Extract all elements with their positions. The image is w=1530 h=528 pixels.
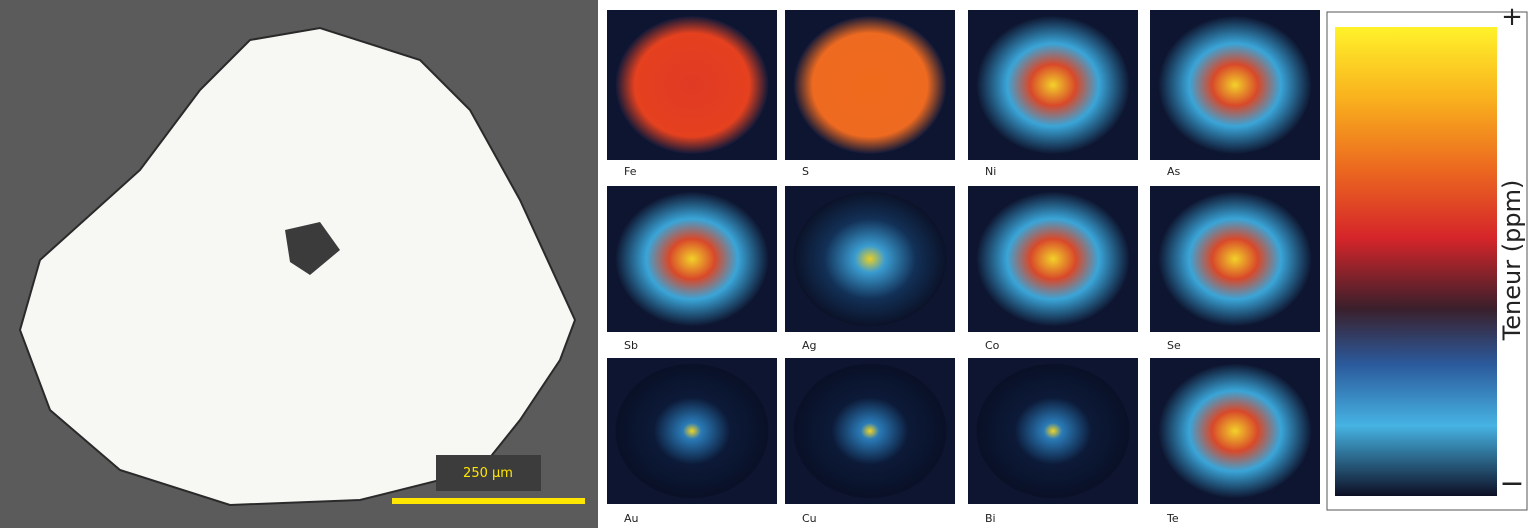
map-label: As	[1167, 165, 1181, 178]
colorbar-max: +	[1501, 2, 1523, 32]
map-signal	[615, 363, 769, 499]
map-label: S	[802, 165, 809, 178]
map-signal	[1158, 16, 1312, 154]
map-label: Ag	[802, 339, 817, 352]
scale-label: 250 µm	[463, 466, 513, 481]
map-signal	[1158, 363, 1312, 499]
map-signal	[615, 16, 769, 154]
element-maps: Fe S Ni As Sb Ag Co Se Au Cu Bi Te	[607, 10, 1320, 525]
map-label: Cu	[802, 512, 817, 525]
map-signal	[793, 363, 947, 499]
colorbar-min: −	[1499, 466, 1524, 501]
map-label: Ni	[985, 165, 996, 178]
colorbar	[1335, 27, 1497, 496]
scale-bar	[392, 498, 585, 504]
map-label: Au	[624, 512, 639, 525]
inclusion	[285, 222, 340, 275]
colorbar-title: Teneur (ppm)	[1498, 180, 1526, 342]
map-signal	[976, 191, 1130, 327]
map-signal	[793, 191, 947, 327]
map-signal	[615, 191, 769, 327]
map-signal	[1158, 191, 1312, 327]
scale-box	[436, 455, 541, 491]
map-label: Sb	[624, 339, 638, 352]
map-label: Te	[1166, 512, 1179, 525]
map-label: Bi	[985, 512, 996, 525]
map-label: Co	[985, 339, 1000, 352]
map-signal	[976, 16, 1130, 154]
map-label: Fe	[624, 165, 637, 178]
map-label: Se	[1167, 339, 1181, 352]
map-signal	[976, 363, 1130, 499]
map-signal	[793, 16, 947, 154]
